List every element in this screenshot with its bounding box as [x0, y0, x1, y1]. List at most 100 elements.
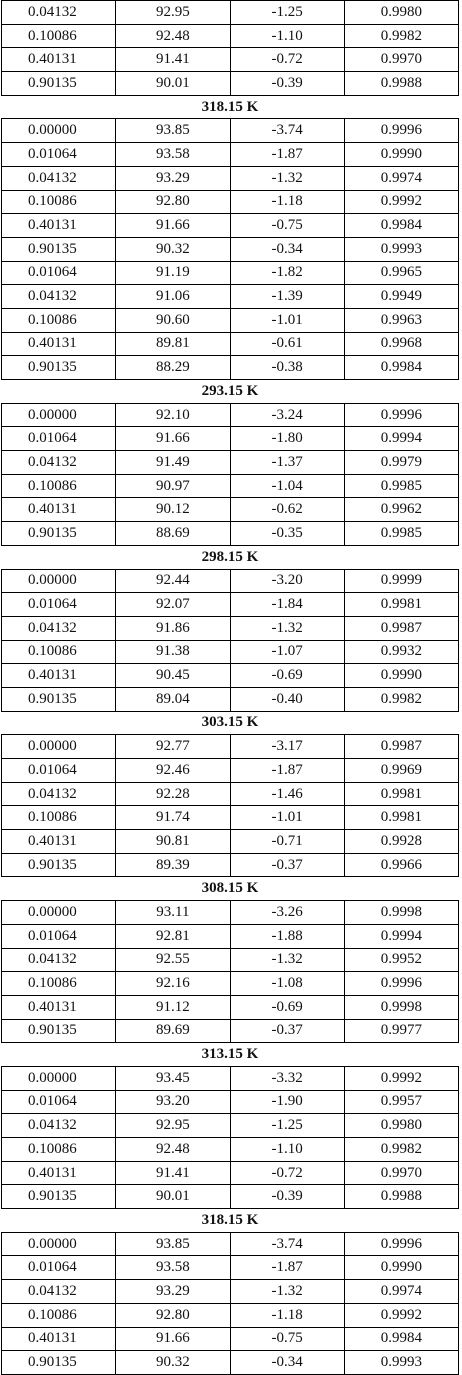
table-cell: 0.9996	[343, 118, 460, 144]
table-row: 0.40131 91.41 -0.72 0.9970	[0, 47, 460, 73]
table-row: 0.01064 93.58 -1.87 0.9990	[0, 1255, 460, 1281]
table-cell: 0.9949	[343, 284, 460, 309]
table-cell: 91.06	[115, 284, 231, 309]
table-cell: -1.25	[229, 1113, 345, 1138]
table-row: 0.01064 92.81 -1.88 0.9994	[0, 923, 460, 949]
table-cell: 0.9979	[343, 450, 460, 475]
table-row: 0.00000 93.11 -3.26 0.9998	[0, 900, 460, 925]
table-cell: 93.85	[115, 1231, 231, 1257]
table-cell: 91.12	[115, 994, 231, 1020]
table-cell: 0.9963	[343, 307, 460, 333]
table-row: 0.10086 90.60 -1.01 0.9963	[0, 307, 460, 333]
temperature-header: 318.15 K	[1, 1208, 459, 1233]
table-row: 0.04132 92.95 -1.25 0.9980	[0, 1113, 460, 1138]
table-row: 303.15 K	[1, 710, 459, 736]
table-row: 0.10086 91.74 -1.01 0.9981	[0, 805, 460, 831]
table-row: 0.90135 90.32 -0.34 0.9993	[0, 1350, 460, 1375]
table-cell: 0.01064	[0, 1255, 117, 1281]
table-cell: -0.75	[229, 1326, 345, 1352]
table-row: 0.01064 91.19 -1.82 0.9965	[0, 260, 460, 286]
table-cell: 0.00000	[0, 568, 117, 594]
table-cell: 0.9957	[343, 1089, 460, 1115]
table-cell: 0.9985	[343, 473, 460, 499]
table-cell: -1.87	[229, 1255, 345, 1281]
table-cell: -1.88	[229, 923, 345, 949]
table-cell: -1.37	[229, 450, 345, 475]
table-cell: 0.01064	[0, 1089, 117, 1115]
table-cell: 0.9965	[343, 260, 460, 286]
table-cell: 0.00000	[0, 118, 117, 144]
temperature-header: 308.15 K	[1, 876, 459, 902]
table-row: 0.00000 92.10 -3.24 0.9996	[0, 402, 460, 428]
table-cell: -1.46	[229, 781, 345, 807]
table-row: 0.40131 90.81 -0.71 0.9928	[0, 829, 460, 854]
table-cell: 0.9980	[343, 1113, 460, 1138]
table-cell: 0.9996	[343, 1231, 460, 1257]
table-cell: 0.9987	[343, 615, 460, 641]
table-cell: 93.45	[115, 1065, 231, 1091]
table-cell: 0.9962	[343, 497, 460, 523]
table-row: 0.04132 93.29 -1.32 0.9974	[0, 165, 460, 191]
table-cell: 0.9990	[343, 142, 460, 167]
table-cell: -1.32	[229, 1279, 345, 1304]
table-cell: 0.04132	[0, 450, 117, 475]
table-cell: -0.71	[229, 829, 345, 854]
table-cell: 93.29	[115, 165, 231, 191]
table-cell: 91.41	[115, 1160, 231, 1186]
table-cell: -1.39	[229, 284, 345, 309]
table-cell: 0.40131	[0, 47, 117, 73]
table-row: 0.90135 90.01 -0.39 0.9988	[0, 71, 460, 96]
table-row: 0.04132 92.55 -1.32 0.9952	[0, 947, 460, 973]
table-cell: -0.69	[229, 663, 345, 688]
table-cell: 92.10	[115, 402, 231, 428]
table-cell: -1.10	[229, 1137, 345, 1162]
table-cell: -1.80	[229, 426, 345, 452]
table-cell: 93.11	[115, 900, 231, 925]
table-row: 0.04132 91.86 -1.32 0.9987	[0, 615, 460, 641]
table-cell: 92.48	[115, 1137, 231, 1162]
table-cell: 0.9982	[343, 1137, 460, 1162]
table-cell: -0.35	[229, 521, 345, 546]
table-cell: -0.72	[229, 1160, 345, 1186]
table-cell: 93.58	[115, 142, 231, 167]
table-row: 313.15 K	[1, 1042, 459, 1067]
table-cell: 0.9993	[343, 1350, 460, 1375]
table-row: 0.10086 92.48 -1.10 0.9982	[0, 1137, 460, 1162]
table-cell: -1.90	[229, 1089, 345, 1115]
table-row: 318.15 K	[1, 1208, 459, 1233]
table-row: 0.00000 93.85 -3.74 0.9996	[0, 1231, 460, 1257]
table-cell: 0.90135	[0, 1184, 117, 1210]
table-cell: -1.32	[229, 165, 345, 191]
table-cell: 0.10086	[0, 1302, 117, 1328]
table-cell: 0.10086	[0, 805, 117, 831]
table-cell: 0.00000	[0, 402, 117, 428]
table-cell: 0.04132	[0, 1279, 117, 1304]
table-cell: -0.72	[229, 47, 345, 73]
table-cell: -1.82	[229, 260, 345, 286]
table-cell: 0.90135	[0, 1350, 117, 1375]
table-cell: -1.18	[229, 1302, 345, 1328]
table-cell: -1.87	[229, 758, 345, 783]
table-cell: 0.9977	[343, 1018, 460, 1044]
table-cell: 0.9981	[343, 781, 460, 807]
table-cell: 0.04132	[0, 284, 117, 309]
table-row: 0.40131 89.81 -0.61 0.9968	[0, 331, 460, 357]
table-row: 0.90135 88.69 -0.35 0.9985	[0, 521, 460, 546]
table-cell: -1.10	[229, 23, 345, 49]
table-row: 0.40131 91.41 -0.72 0.9970	[0, 1160, 460, 1186]
table-cell: 0.04132	[0, 0, 117, 25]
table-cell: -3.32	[229, 1065, 345, 1091]
table-cell: 92.16	[115, 971, 231, 996]
table-cell: 0.01064	[0, 260, 117, 286]
table-cell: 0.9988	[343, 71, 460, 96]
table-row: 0.00000 92.44 -3.20 0.9999	[0, 568, 460, 594]
table-cell: 92.81	[115, 923, 231, 949]
table-cell: -1.01	[229, 307, 345, 333]
table-cell: 92.55	[115, 947, 231, 973]
table-row: 0.01064 93.20 -1.90 0.9957	[0, 1089, 460, 1115]
table-cell: 0.04132	[0, 165, 117, 191]
table-cell: 0.90135	[0, 852, 117, 878]
table-row: 0.40131 91.66 -0.75 0.9984	[0, 1326, 460, 1352]
table-cell: 0.9993	[343, 236, 460, 262]
